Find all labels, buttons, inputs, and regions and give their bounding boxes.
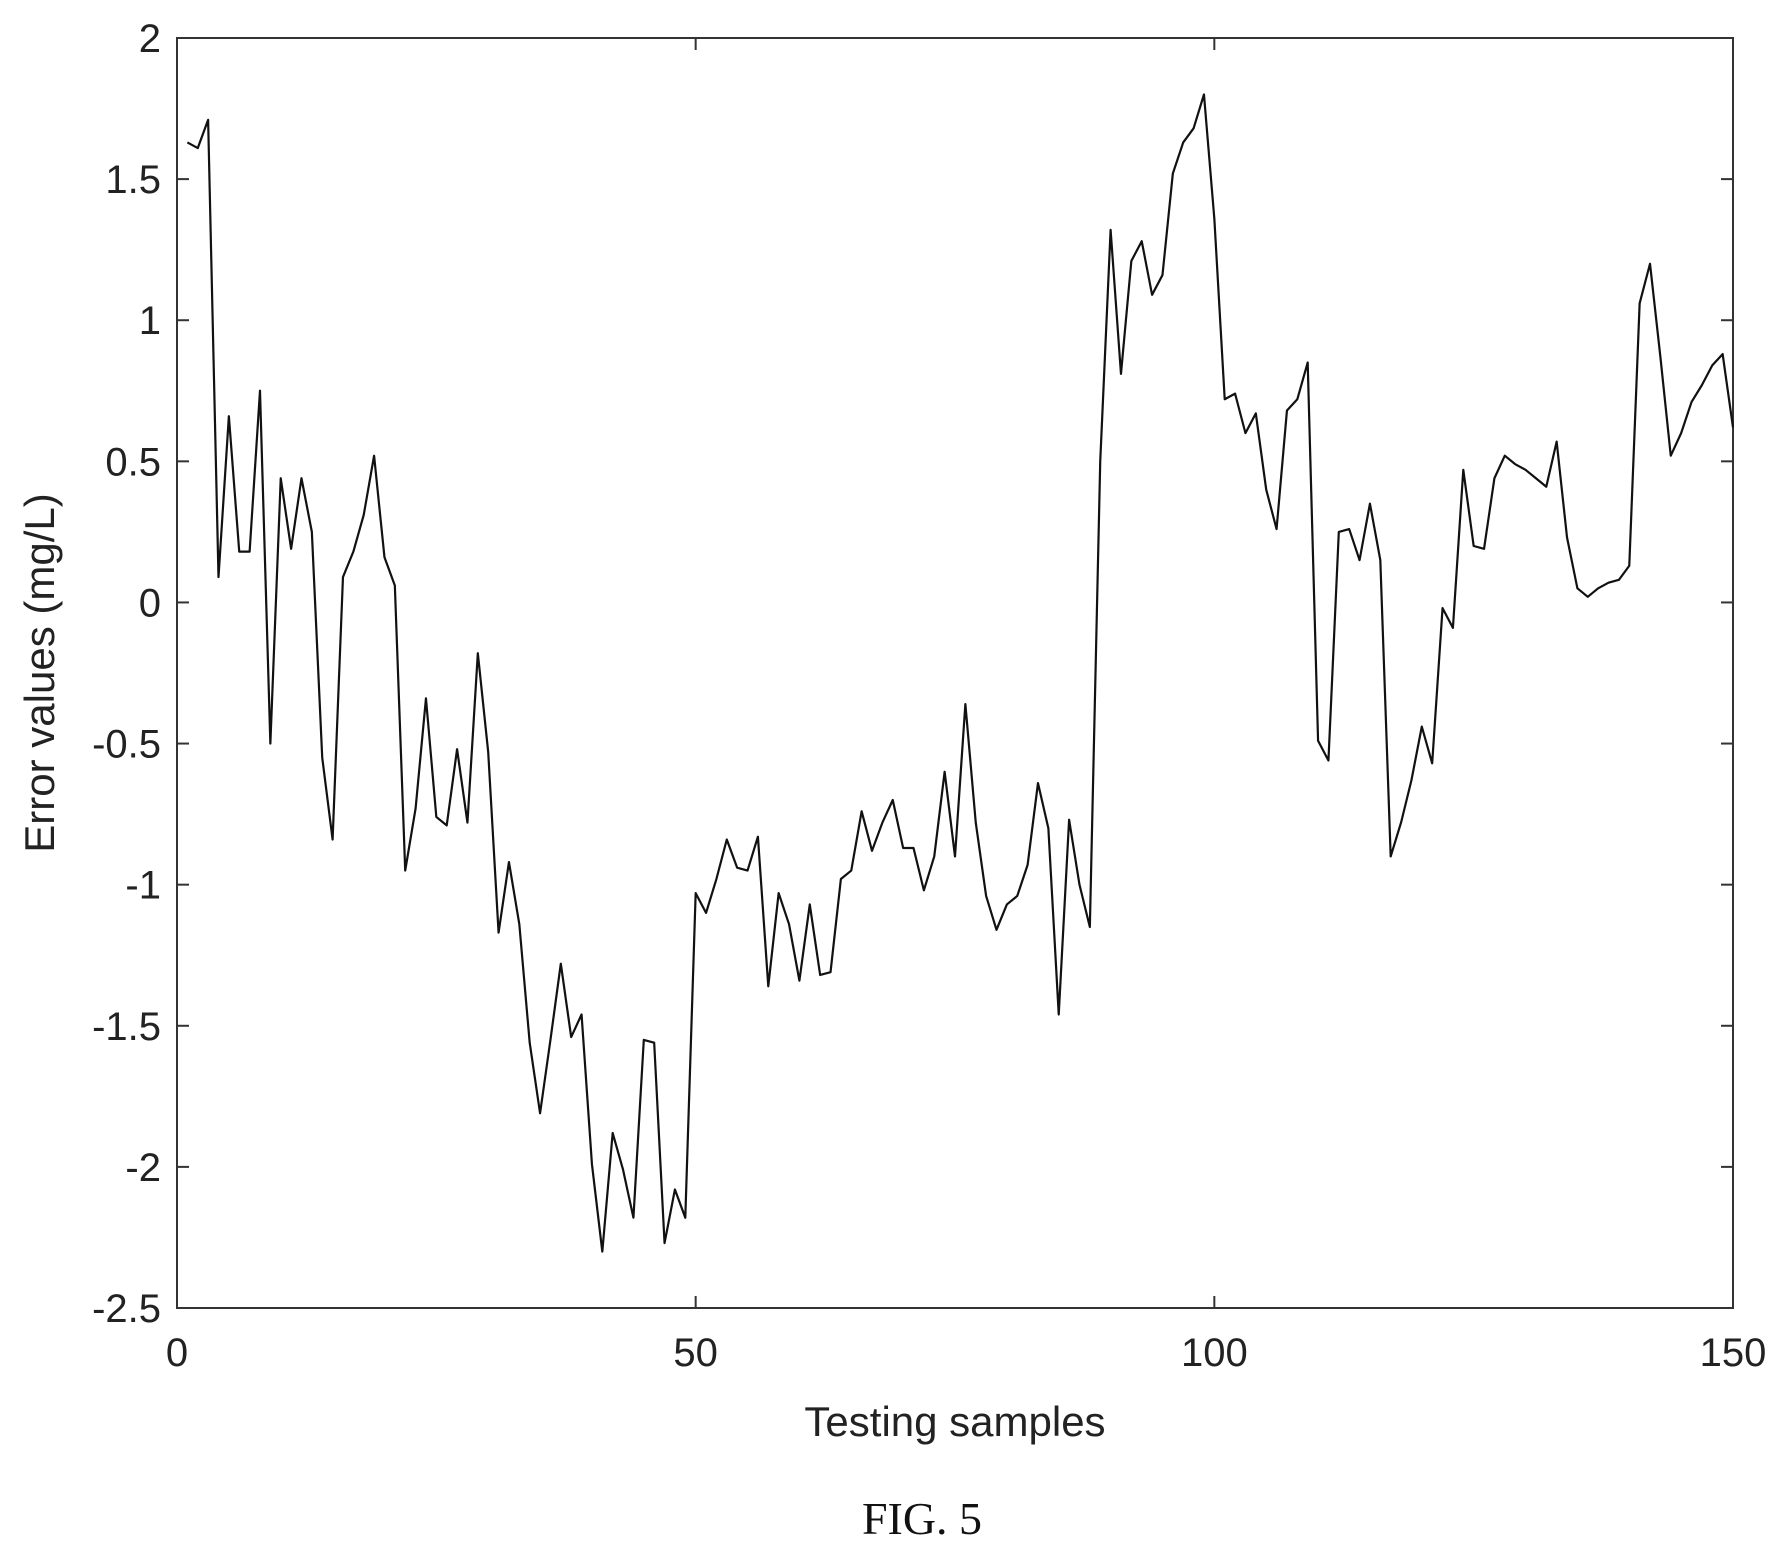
x-axis: 0 50 100 150 [166, 38, 1767, 1375]
series-line-0 [186, 93, 1735, 1253]
x-axis-label: Testing samples [804, 1398, 1105, 1445]
y-tick-label: 1 [139, 299, 161, 343]
y-tick-label: 0.5 [105, 440, 161, 484]
x-tick-label: 50 [673, 1331, 718, 1375]
x-tick-label: 0 [166, 1331, 188, 1375]
y-tick-label: -2 [125, 1146, 161, 1190]
y-tick-label: -1 [125, 864, 161, 908]
y-tick-label: -2.5 [92, 1287, 161, 1331]
y-tick-label: -0.5 [92, 723, 161, 767]
y-axis: -2.5 -2 -1.5 -1 -0.5 0 0.5 1 1.5 2 [92, 17, 1733, 1331]
plot-area: 0 50 100 150 -2.5 -2 -1.5 -1 -0.5 0 0.5 1 1.5 2 [92, 17, 1766, 1375]
y-tick-label: 1.5 [105, 158, 161, 202]
plot-frame [176, 37, 1734, 1309]
y-tick-label: 0 [139, 581, 161, 625]
series-group [186, 93, 1735, 1253]
x-tick-label: 100 [1181, 1331, 1248, 1375]
y-tick-label: -1.5 [92, 1005, 161, 1049]
y-tick-label: 2 [139, 17, 161, 61]
y-axis-label: Error values (mg/L) [16, 493, 63, 852]
x-tick-label: 150 [1700, 1331, 1767, 1375]
figure-caption: FIG. 5 [862, 1493, 982, 1544]
